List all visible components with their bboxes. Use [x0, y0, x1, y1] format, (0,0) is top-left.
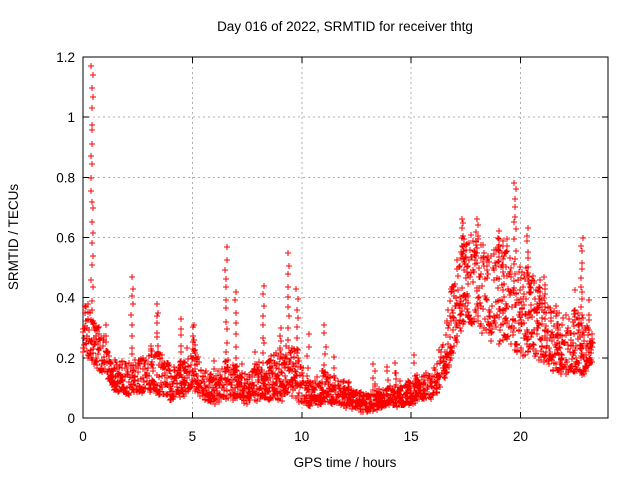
x-tick-label: 5 [189, 429, 197, 444]
x-tick-label: 10 [294, 429, 309, 444]
scatter-points [80, 63, 596, 415]
x-tick-label: 15 [404, 429, 419, 444]
x-tick-label: 0 [79, 429, 87, 444]
x-axis-label: GPS time / hours [294, 455, 397, 470]
y-tick-label: 0.8 [56, 170, 75, 185]
x-tick-label: 20 [513, 429, 528, 444]
y-tick-label: 0 [67, 411, 75, 426]
y-tick-label: 1 [67, 110, 75, 125]
axes-and-ticks [82, 56, 609, 419]
chart-title: Day 016 of 2022, SRMTID for receiver tht… [217, 19, 473, 34]
y-tick-label: 0.2 [56, 351, 75, 366]
data-point-markers [80, 63, 596, 415]
y-tick-label: 0.6 [56, 231, 75, 246]
y-axis-label: SRMTID / TECUs [6, 184, 21, 291]
y-tick-label: 1.2 [56, 50, 75, 65]
y-tick-label: 0.4 [56, 291, 75, 306]
tick-labels: 0 5 10 15 20 0 0.2 0.4 0.6 0.8 1 1.2 [56, 50, 528, 444]
